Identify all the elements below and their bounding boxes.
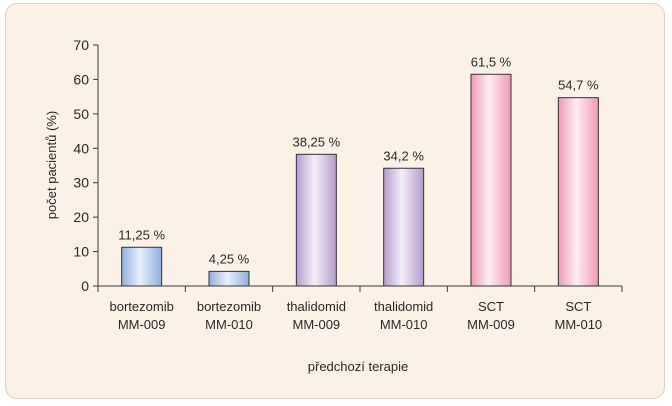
x-tick-label: SCT bbox=[478, 299, 504, 314]
x-tick-label: thalidomid bbox=[374, 299, 433, 314]
y-tick-label: 50 bbox=[73, 106, 89, 122]
x-axis-title: předchozí terapie bbox=[308, 359, 408, 374]
data-label: 4,25 % bbox=[209, 251, 250, 266]
x-tick-label: bortezomib bbox=[110, 299, 174, 314]
y-tick-label: 60 bbox=[73, 71, 89, 87]
x-tick-label: MM-010 bbox=[554, 317, 602, 332]
y-tick-label: 0 bbox=[81, 278, 89, 294]
x-tick-label: MM-009 bbox=[118, 317, 166, 332]
x-tick-label: MM-010 bbox=[205, 317, 253, 332]
data-label: 54,7 % bbox=[558, 78, 599, 93]
bar bbox=[208, 270, 250, 287]
labels: 11,25 % bortezomib MM-009 4,25 % bortezomib M… bbox=[110, 54, 603, 332]
data-label: 11,25 % bbox=[118, 227, 165, 242]
y-tick-label: 30 bbox=[73, 175, 89, 191]
bar bbox=[383, 167, 425, 287]
x-tick-label: thalidomid bbox=[287, 299, 346, 314]
bar bbox=[470, 73, 512, 287]
x-tick-label: bortezomib bbox=[197, 299, 261, 314]
x-tick-label: MM-010 bbox=[380, 317, 428, 332]
data-label: 61,5 % bbox=[471, 54, 512, 69]
bar bbox=[557, 97, 599, 287]
bars bbox=[121, 73, 599, 287]
bar bbox=[121, 246, 163, 287]
x-tick-label: SCT bbox=[565, 299, 591, 314]
y-tick-label: 20 bbox=[73, 209, 89, 225]
y-tick-label: 40 bbox=[73, 140, 89, 156]
y-tick-label: 70 bbox=[73, 37, 89, 53]
y-tick-label: 10 bbox=[73, 244, 89, 260]
x-tick-label: MM-009 bbox=[467, 317, 515, 332]
bar bbox=[295, 153, 337, 287]
axes: 0 10 20 30 40 50 60 70 bbox=[73, 37, 623, 294]
data-label: 34,2 % bbox=[383, 148, 424, 163]
y-axis-title: počet pacientů (%) bbox=[44, 111, 59, 219]
data-label: 38,25 % bbox=[292, 134, 340, 149]
x-tick-label: MM-009 bbox=[292, 317, 340, 332]
